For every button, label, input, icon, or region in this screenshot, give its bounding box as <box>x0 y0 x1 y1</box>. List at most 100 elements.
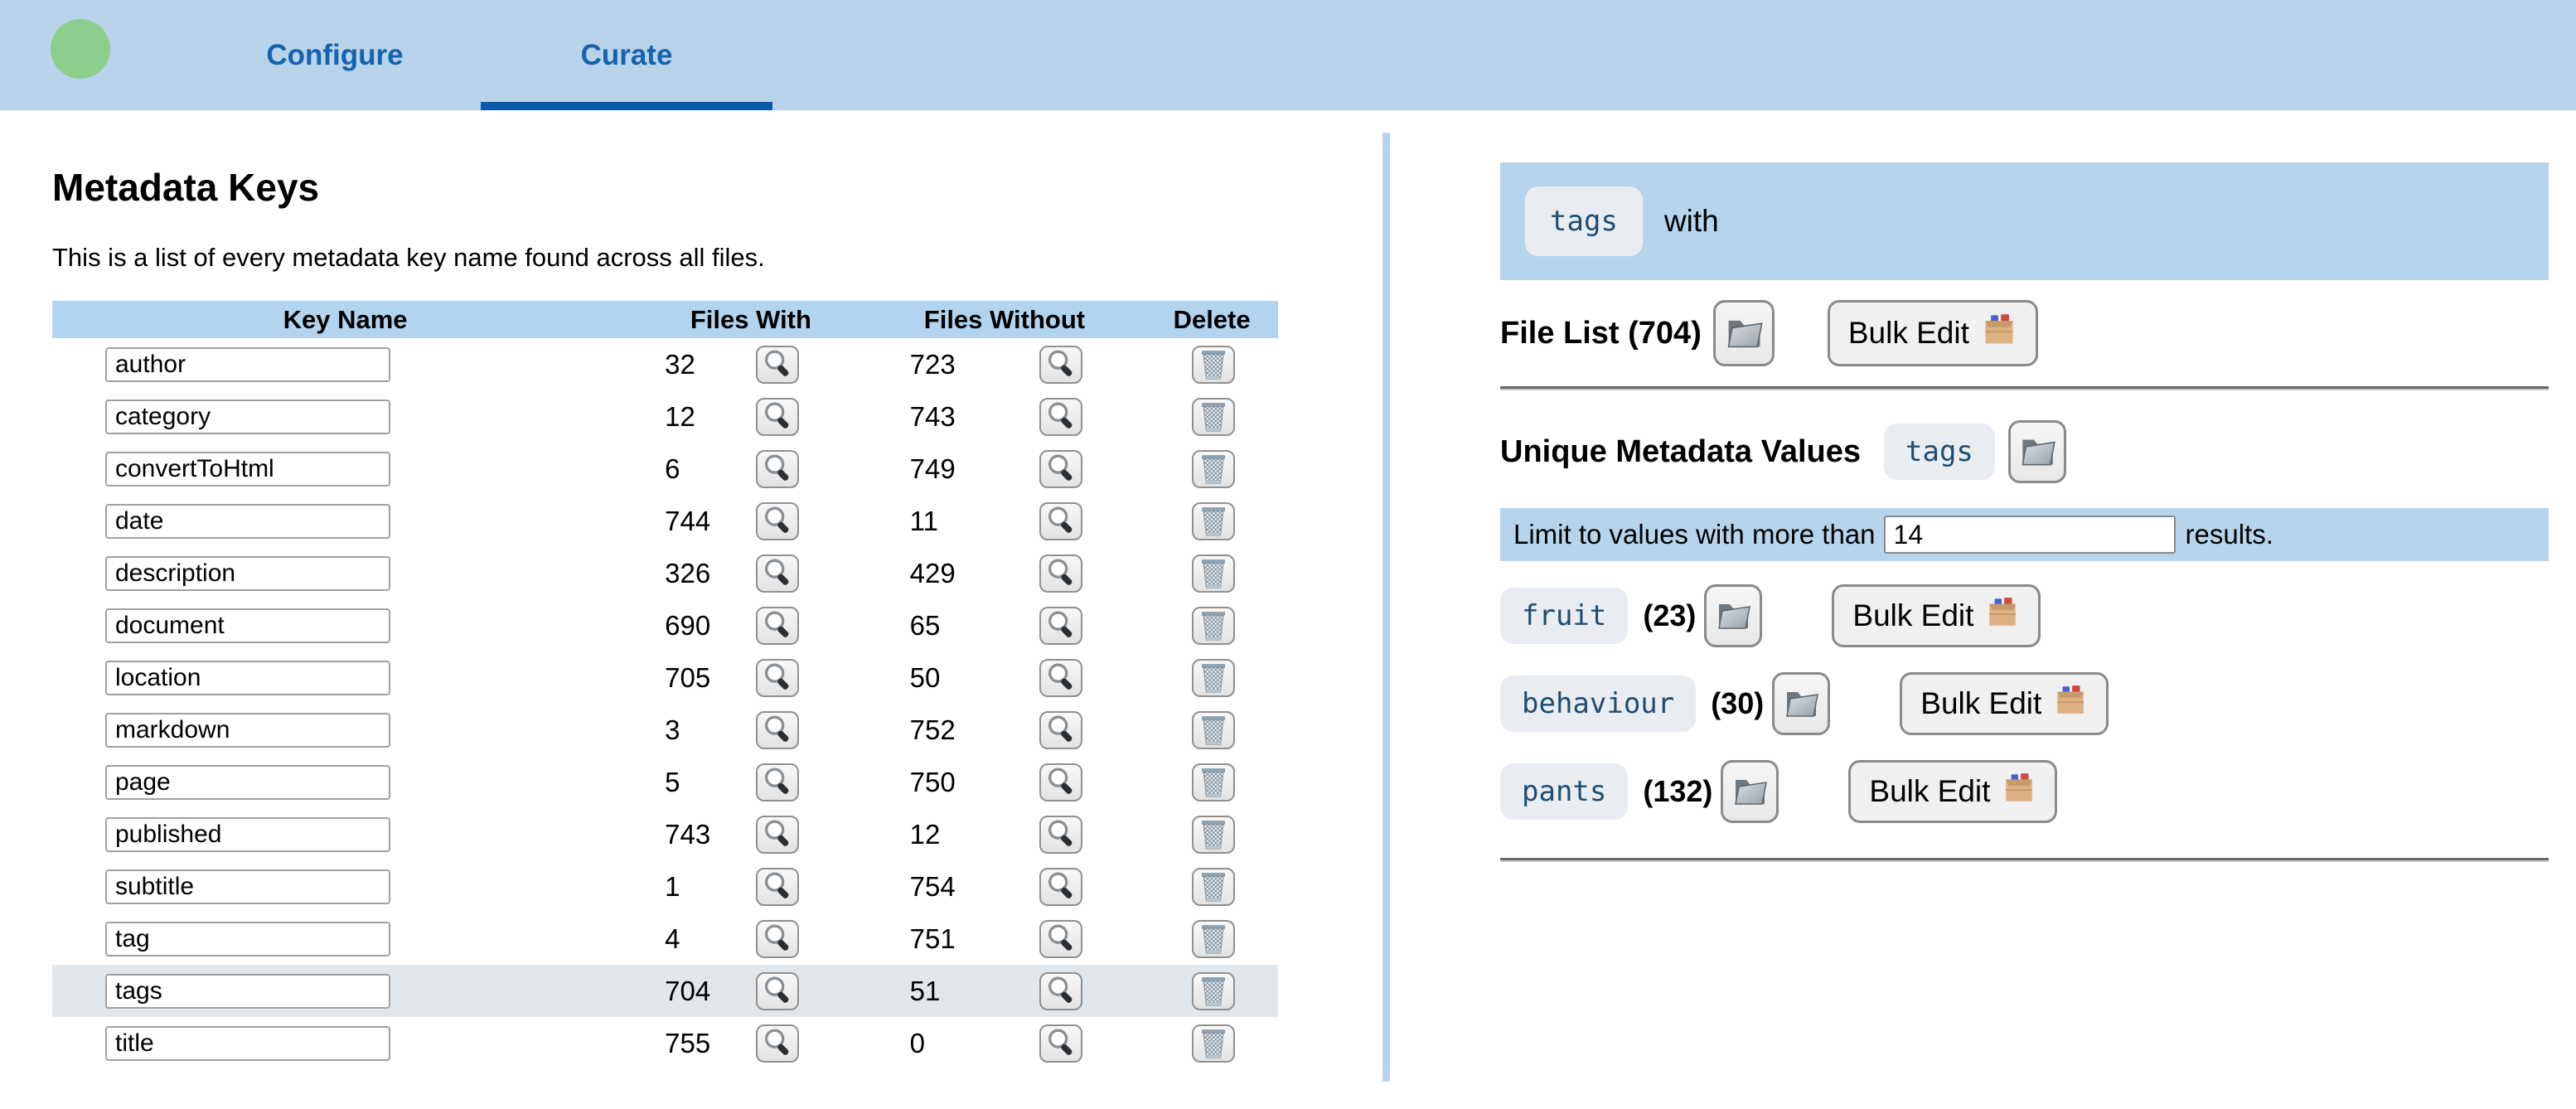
files-with-search-button[interactable] <box>756 763 800 801</box>
files-with-search-button[interactable] <box>756 397 800 436</box>
key-name-input[interactable] <box>105 608 390 643</box>
metadata-key-row: 5 750 <box>52 756 1278 808</box>
files-with-count: 705 <box>665 661 711 693</box>
files-without-count: 749 <box>909 453 956 484</box>
delete-key-button[interactable] <box>1192 763 1236 801</box>
magnifier-icon <box>1044 1027 1077 1060</box>
selected-key-chip: tags <box>1525 186 1643 256</box>
delete-key-button[interactable] <box>1192 397 1236 436</box>
files-without-search-button[interactable] <box>1039 867 1083 906</box>
delete-key-button[interactable] <box>1192 606 1236 645</box>
magnifier-icon <box>761 818 794 851</box>
panel-divider <box>1382 133 1390 1082</box>
files-with-search-button[interactable] <box>756 1024 800 1063</box>
delete-key-button[interactable] <box>1192 815 1236 854</box>
open-folder-icon <box>2017 432 2058 472</box>
file-list-folder-button[interactable] <box>1712 300 1775 366</box>
delete-key-button[interactable] <box>1192 554 1236 593</box>
files-with-search-button[interactable] <box>756 345 800 384</box>
key-name-input[interactable] <box>105 503 390 539</box>
files-without-search-button[interactable] <box>1039 397 1083 436</box>
delete-key-button[interactable] <box>1192 919 1236 958</box>
key-name-input[interactable] <box>105 816 390 852</box>
metadata-key-row: 1 754 <box>52 860 1278 913</box>
card-file-box-icon <box>2002 771 2036 813</box>
delete-key-button[interactable] <box>1192 710 1236 749</box>
card-file-box-icon <box>1981 312 2017 356</box>
tab-curate[interactable]: Curate <box>481 0 772 110</box>
magnifier-icon <box>761 1027 794 1060</box>
files-without-search-button[interactable] <box>1039 449 1083 488</box>
files-with-search-button[interactable] <box>756 815 800 854</box>
files-without-search-button[interactable] <box>1039 554 1083 593</box>
key-name-input[interactable] <box>105 712 390 748</box>
files-without-search-button[interactable] <box>1039 658 1083 697</box>
trash-basket-icon <box>1199 505 1227 538</box>
files-with-search-button[interactable] <box>756 501 800 540</box>
files-without-search-button[interactable] <box>1039 919 1083 958</box>
magnifier-icon <box>1044 714 1077 747</box>
value-folder-button[interactable] <box>1772 672 1831 735</box>
section-divider <box>1500 386 2549 390</box>
tab-configure[interactable]: Configure <box>266 38 404 71</box>
delete-key-button[interactable] <box>1192 449 1236 488</box>
files-without-count: 50 <box>909 661 941 693</box>
main-content: Metadata Keys This is a list of every me… <box>0 110 2576 1082</box>
files-without-count: 750 <box>909 766 956 797</box>
value-bulk-edit-button[interactable]: Bulk Edit <box>1900 672 2109 735</box>
key-name-input[interactable] <box>105 973 390 1009</box>
key-name-input[interactable] <box>105 660 390 695</box>
app-header: Configure Curate <box>0 0 2576 110</box>
selected-key-bar: tags with <box>1500 162 2549 280</box>
delete-key-button[interactable] <box>1192 1024 1236 1063</box>
delete-key-button[interactable] <box>1192 501 1236 540</box>
metadata-table-body: 32 723 12 <box>52 338 1278 1069</box>
trash-basket-icon <box>1199 453 1227 486</box>
unique-values-folder-button[interactable] <box>2007 420 2066 483</box>
files-without-search-button[interactable] <box>1039 710 1083 749</box>
limit-value-input[interactable] <box>1883 516 2176 554</box>
magnifier-icon <box>761 609 794 642</box>
bulk-edit-label: Bulk Edit <box>1869 774 1991 808</box>
key-name-input[interactable] <box>105 1025 390 1061</box>
delete-key-button[interactable] <box>1192 867 1236 906</box>
value-folder-button[interactable] <box>1704 584 1763 647</box>
files-without-count: 751 <box>909 923 956 954</box>
files-without-search-button[interactable] <box>1039 1024 1083 1063</box>
files-with-search-button[interactable] <box>756 971 800 1010</box>
files-with-search-button[interactable] <box>756 658 800 697</box>
files-with-count: 32 <box>665 348 695 380</box>
metadata-key-row: 3 752 <box>52 704 1278 756</box>
unique-value-row: behaviour (30) Bulk Edit <box>1500 671 2549 737</box>
key-name-input[interactable] <box>105 555 390 591</box>
unique-values-list: fruit (23) Bulk Edit behaviour (30) Bulk… <box>1500 583 2549 825</box>
file-list-bulk-edit-button[interactable]: Bulk Edit <box>1827 300 2038 366</box>
curate-detail-panel: tags with File List (704) Bulk Edit Uniq… <box>1500 110 2549 862</box>
key-name-input[interactable] <box>105 764 390 800</box>
files-without-search-button[interactable] <box>1039 971 1083 1010</box>
key-name-input[interactable] <box>105 399 390 434</box>
delete-key-button[interactable] <box>1192 971 1236 1010</box>
value-bulk-edit-button[interactable]: Bulk Edit <box>1832 584 2041 647</box>
key-name-input[interactable] <box>105 921 390 956</box>
key-name-input[interactable] <box>105 869 390 904</box>
files-without-search-button[interactable] <box>1039 345 1083 384</box>
files-with-search-button[interactable] <box>756 919 800 958</box>
files-with-search-button[interactable] <box>756 710 800 749</box>
key-name-input[interactable] <box>105 346 390 382</box>
files-without-search-button[interactable] <box>1039 763 1083 801</box>
value-bulk-edit-button[interactable]: Bulk Edit <box>1848 760 2058 823</box>
delete-key-button[interactable] <box>1192 345 1236 384</box>
files-with-search-button[interactable] <box>756 867 800 906</box>
key-name-input[interactable] <box>105 451 390 487</box>
files-without-search-button[interactable] <box>1039 501 1083 540</box>
files-with-search-button[interactable] <box>756 449 800 488</box>
files-without-search-button[interactable] <box>1039 815 1083 854</box>
magnifier-icon <box>1044 557 1077 590</box>
files-with-search-button[interactable] <box>756 606 800 645</box>
files-with-search-button[interactable] <box>756 554 800 593</box>
delete-key-button[interactable] <box>1192 658 1236 697</box>
value-chip: pants <box>1500 763 1629 820</box>
value-folder-button[interactable] <box>1721 760 1779 823</box>
files-without-search-button[interactable] <box>1039 606 1083 645</box>
